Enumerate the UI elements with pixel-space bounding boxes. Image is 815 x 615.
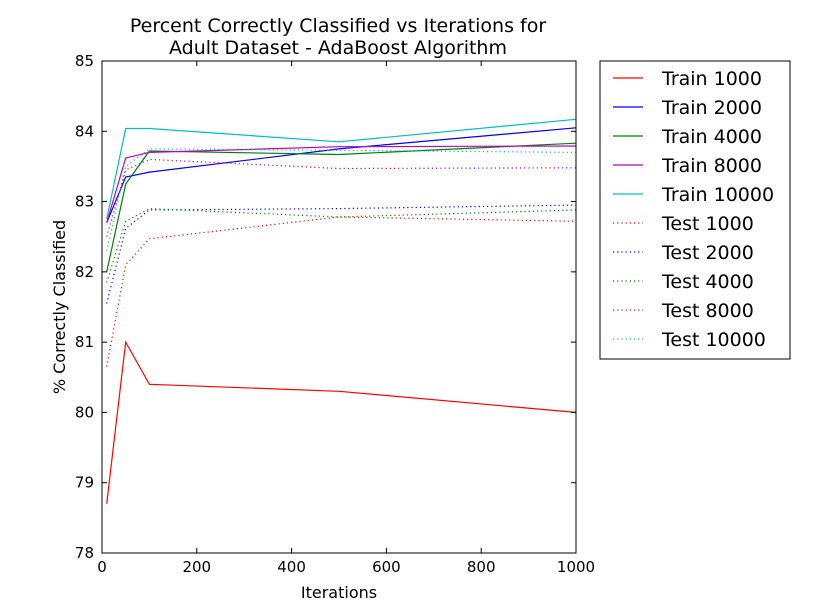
legend-box — [599, 60, 791, 360]
chart-title-line1: Percent Correctly Classified vs Iteratio… — [130, 15, 546, 37]
x-tick-label: 600 — [372, 558, 401, 576]
y-tick-label: 84 — [75, 122, 94, 140]
plot-frame — [101, 60, 577, 554]
y-tick-label: 80 — [75, 403, 94, 421]
y-tick-label: 79 — [75, 474, 94, 492]
legend-label-test-2000: Test 2000 — [661, 242, 754, 264]
x-tick-label: 1000 — [557, 558, 595, 576]
axis-ticks: 0 200 400 600 800 1000 78 79 80 81 82 83 84 85 — [75, 52, 595, 576]
series-line-train-4000 — [106, 142, 577, 273]
y-tick-label: 83 — [75, 193, 94, 211]
legend-label-test-8000: Test 8000 — [661, 300, 754, 322]
series-line-test-4000 — [106, 207, 577, 283]
y-tick-label: 85 — [75, 52, 94, 70]
series-line-test-10000 — [106, 148, 577, 251]
x-tick-label: 800 — [467, 558, 496, 576]
series-line-train-8000 — [106, 145, 577, 223]
y-tick-label: 82 — [75, 263, 94, 281]
legend-label-test-1000: Test 1000 — [661, 213, 754, 235]
legend-label-test-4000: Test 4000 — [661, 271, 754, 293]
x-tick-label: 0 — [97, 558, 107, 576]
x-tick-label: 200 — [182, 558, 211, 576]
legend-label-train-2000: Train 2000 — [661, 97, 762, 119]
series-line-test-1000 — [106, 216, 577, 367]
legend: Train 1000 Train 2000 Train 4000 Train 8000… — [599, 60, 791, 360]
legend-label-train-4000: Train 4000 — [661, 126, 762, 148]
legend-label-train-1000: Train 1000 — [661, 68, 762, 90]
y-tick-label: 78 — [75, 544, 94, 562]
legend-label-train-10000: Train 10000 — [661, 184, 774, 206]
x-tick-label: 400 — [277, 558, 306, 576]
y-tick-label: 81 — [75, 333, 94, 351]
chart-title-line2: Adult Dataset - AdaBoost Algorithm — [169, 37, 507, 59]
series-line-test-8000 — [106, 158, 577, 237]
legend-label-test-10000: Test 10000 — [661, 329, 766, 351]
x-axis-label: Iterations — [301, 583, 377, 602]
legend-label-train-8000: Train 8000 — [661, 155, 762, 177]
series-line-train-10000 — [106, 118, 577, 220]
series-line-train-1000 — [106, 340, 577, 504]
y-axis-label: % Correctly Classified — [50, 220, 69, 394]
plot-lines — [106, 118, 577, 504]
